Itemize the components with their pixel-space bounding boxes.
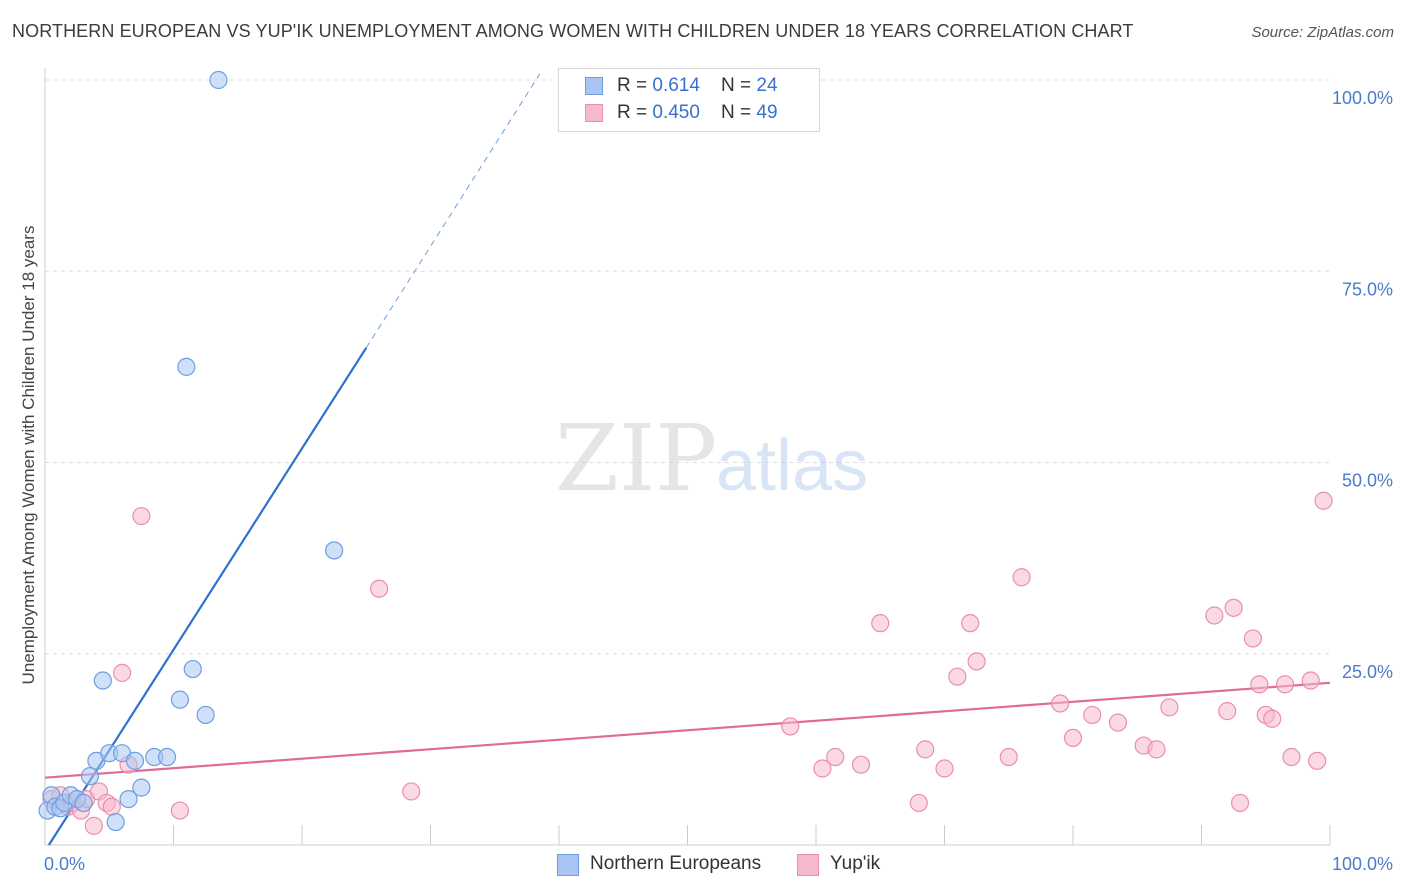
northern-europeans-point bbox=[80, 767, 100, 786]
yupik-point bbox=[132, 506, 151, 526]
yupik-point bbox=[1282, 747, 1301, 767]
bottom-legend-swatch-pink bbox=[797, 854, 819, 876]
legend-n-label: N = bbox=[721, 75, 757, 96]
yupik-point bbox=[1063, 728, 1083, 748]
legend-r-label: R = bbox=[617, 102, 653, 123]
yupik-point bbox=[813, 759, 832, 778]
legend-n-value: 24 bbox=[756, 75, 778, 96]
yupik-point bbox=[1224, 598, 1243, 617]
yupik-point bbox=[1051, 694, 1070, 713]
stats-legend: R = 0.614 N = 24 R = 0.450 N = 49 bbox=[558, 68, 820, 132]
tick-labels: 25.0% 50.0% 75.0% 100.0% 0.0% 100.0% bbox=[44, 88, 1393, 874]
legend-n-value: 49 bbox=[756, 102, 778, 123]
y-tick-label: 75.0% bbox=[1342, 279, 1393, 299]
northern-europeans-point bbox=[119, 789, 138, 809]
legend-n-label: N = bbox=[721, 102, 757, 123]
northern-europeans-point bbox=[132, 778, 151, 797]
yupik-trend-line bbox=[44, 681, 1331, 779]
yupik-point bbox=[1301, 671, 1320, 690]
legend-swatch-blue bbox=[585, 77, 603, 95]
gridlines bbox=[45, 79, 1330, 655]
northern-europeans-point bbox=[157, 747, 177, 767]
y-tick-label: 100.0% bbox=[1332, 88, 1393, 108]
yupik-point bbox=[871, 614, 890, 633]
x-tick-label: 100.0% bbox=[1332, 854, 1393, 874]
data-points bbox=[38, 70, 1333, 835]
yupik-point bbox=[1263, 709, 1282, 728]
northern-europeans-point bbox=[325, 541, 344, 560]
yupik-point bbox=[1012, 568, 1031, 587]
yupik-point bbox=[999, 747, 1018, 767]
yupik-point bbox=[1230, 793, 1250, 813]
northern-europeans-point bbox=[93, 671, 112, 690]
yupik-point bbox=[851, 755, 871, 774]
yupik-point bbox=[948, 667, 967, 686]
yupik-point bbox=[916, 740, 935, 759]
northern-europeans-point bbox=[196, 705, 215, 725]
yupik-point bbox=[961, 614, 980, 633]
northern-europeans-point bbox=[170, 690, 190, 709]
yupik-point bbox=[102, 797, 121, 816]
northern-europeans-point bbox=[183, 659, 202, 679]
yupik-point bbox=[370, 579, 389, 598]
yupik-point bbox=[402, 782, 421, 801]
y-axis-title: Unemployment Among Women with Children U… bbox=[19, 226, 38, 685]
northern-europeans-point bbox=[125, 751, 145, 770]
yupik-point bbox=[84, 816, 103, 835]
yupik-point bbox=[826, 747, 845, 767]
yupik-point bbox=[1205, 606, 1224, 625]
source-label: Source: ZipAtlas.com bbox=[1251, 24, 1394, 41]
yupik-point bbox=[1160, 698, 1179, 717]
northern-europeans-trend-extension bbox=[365, 73, 541, 349]
y-tick-label: 50.0% bbox=[1342, 471, 1393, 491]
bottom-legend-label: Yup'ik bbox=[830, 853, 881, 874]
yupik-point bbox=[1308, 751, 1327, 770]
northern-europeans-point bbox=[74, 793, 93, 813]
legend-r-label: R = bbox=[617, 75, 653, 96]
axes bbox=[44, 68, 1331, 846]
yupik-point bbox=[1108, 713, 1128, 732]
yupik-point bbox=[1243, 629, 1263, 648]
yupik-point bbox=[1275, 675, 1295, 694]
yupik-point bbox=[935, 759, 954, 778]
yupik-point bbox=[112, 663, 132, 682]
legend-r-value: 0.614 bbox=[652, 75, 700, 96]
bottom-legend-label: Northern Europeans bbox=[590, 853, 762, 874]
x-tick-label: 0.0% bbox=[44, 854, 85, 874]
yupik-point bbox=[1314, 491, 1333, 510]
watermark: ZIP atlas bbox=[555, 405, 868, 512]
legend-swatch-pink bbox=[585, 104, 603, 122]
yupik-point bbox=[1218, 702, 1237, 721]
yupik-point bbox=[1250, 675, 1269, 694]
watermark-atlas: atlas bbox=[716, 426, 868, 506]
watermark-zip: ZIP bbox=[555, 405, 717, 512]
northern-europeans-point bbox=[209, 70, 228, 90]
chart-title: NORTHERN EUROPEAN VS YUP'IK UNEMPLOYMENT… bbox=[12, 21, 1134, 41]
yupik-point bbox=[967, 652, 986, 671]
yupik-point bbox=[1147, 740, 1166, 759]
northern-europeans-point bbox=[177, 357, 196, 376]
y-tick-label: 25.0% bbox=[1342, 662, 1393, 682]
legend-r-value: 0.450 bbox=[652, 102, 700, 123]
bottom-legend-swatch-blue bbox=[557, 854, 579, 876]
yupik-point bbox=[1083, 705, 1102, 725]
yupik-point bbox=[170, 801, 190, 820]
yupik-point bbox=[781, 717, 800, 736]
northern-europeans-point bbox=[106, 812, 125, 832]
yupik-point bbox=[909, 793, 928, 813]
